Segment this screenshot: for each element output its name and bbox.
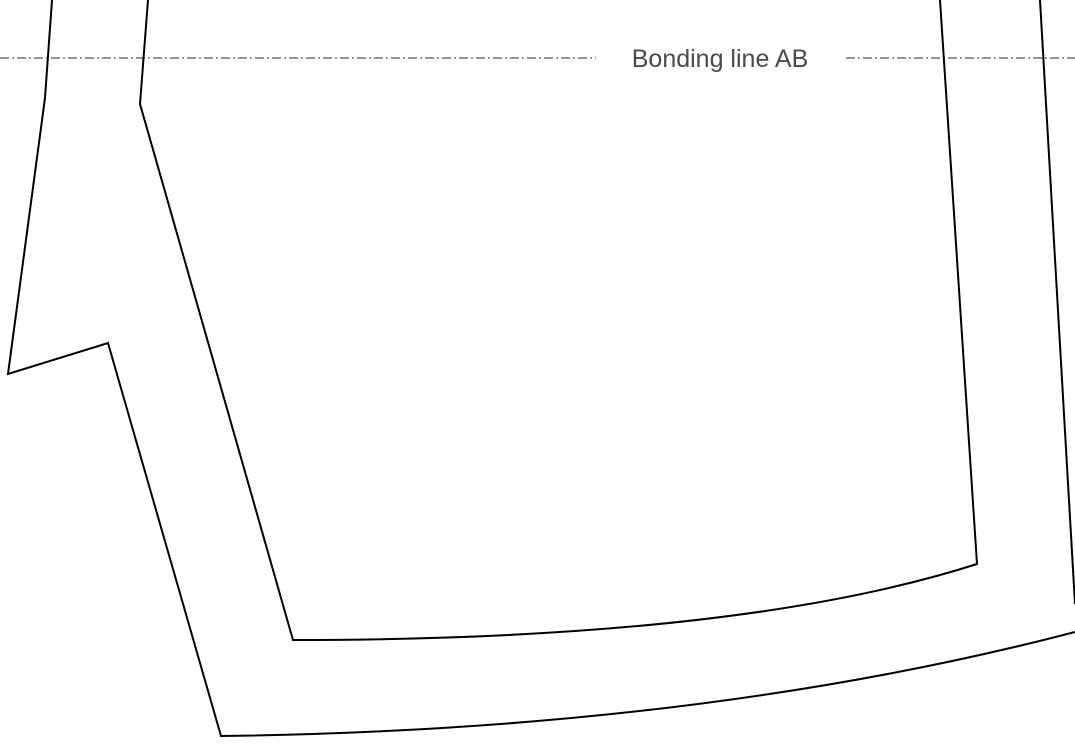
outer-outline (6, 0, 1075, 738)
bonding-line-label: Bonding line AB (632, 45, 809, 73)
inner-outline (138, 0, 979, 642)
outer-right-edge (1039, 0, 1075, 605)
